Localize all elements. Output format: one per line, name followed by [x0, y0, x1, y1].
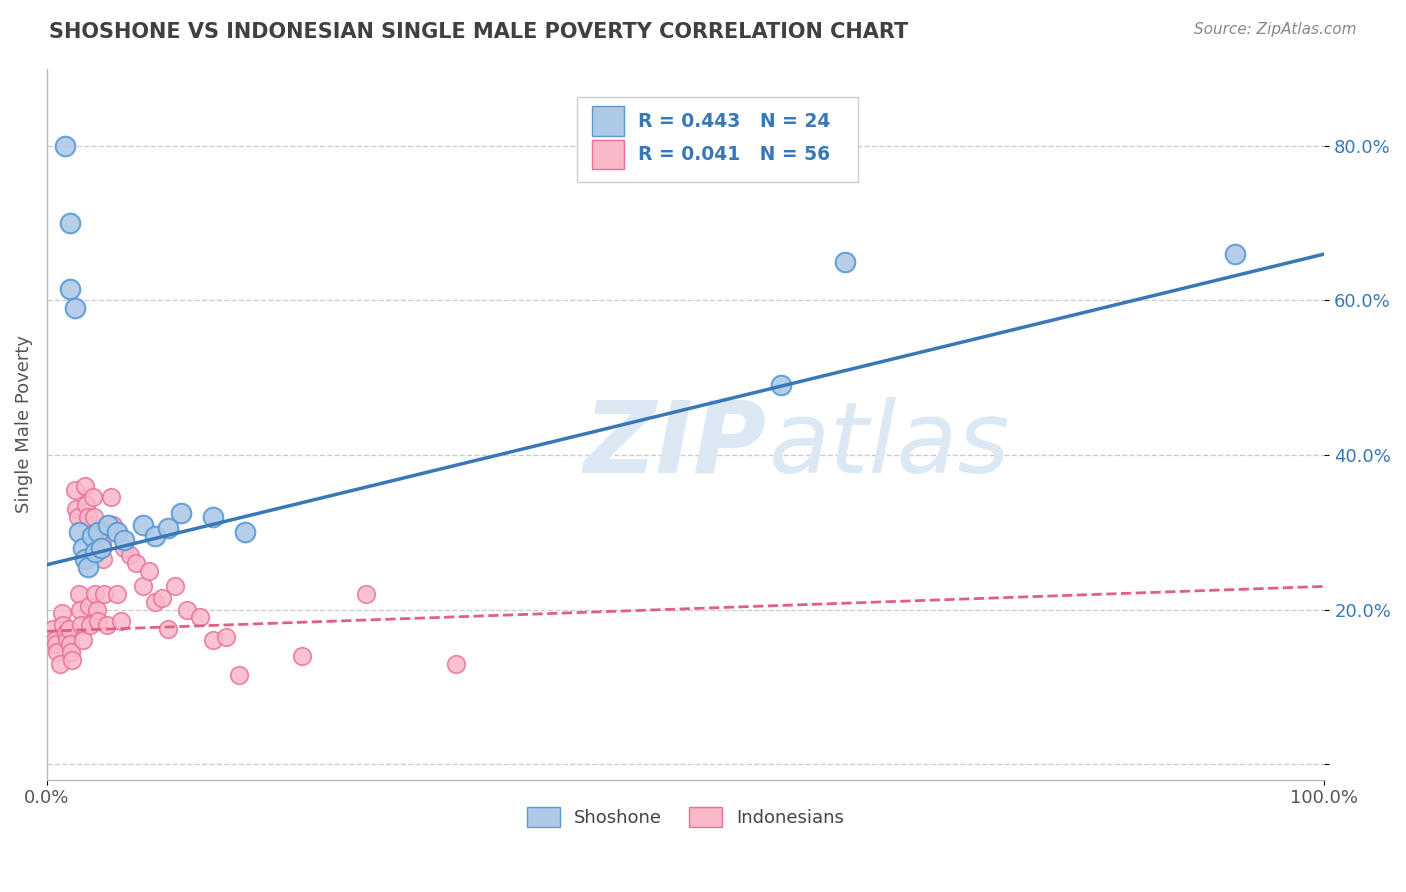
Point [163, 579, 186, 593]
Point [444, 657, 467, 671]
Text: R = 0.443   N = 24: R = 0.443 N = 24 [638, 112, 831, 130]
Point [125, 556, 148, 570]
Point [97, 517, 120, 532]
Point [834, 254, 856, 268]
Point [110, 614, 132, 628]
Legend: Shoshone, Indonesians: Shoshone, Indonesians [520, 800, 851, 835]
Point [1223, 247, 1246, 261]
Point [69, 602, 91, 616]
Point [90, 537, 112, 551]
Point [72, 633, 94, 648]
Point [46, 645, 69, 659]
Point [215, 630, 238, 644]
Point [56, 633, 79, 648]
Point [83, 509, 105, 524]
Point [118, 549, 141, 563]
Point [59, 637, 82, 651]
Point [62, 653, 84, 667]
Point [63, 483, 86, 497]
Point [103, 517, 125, 532]
Point [201, 509, 224, 524]
Point [90, 525, 112, 540]
Point [356, 587, 378, 601]
Point [51, 607, 73, 621]
Point [170, 506, 193, 520]
Point [44, 633, 66, 648]
Point [84, 587, 107, 601]
Point [59, 282, 82, 296]
Point [145, 595, 167, 609]
Point [84, 544, 107, 558]
Point [45, 637, 67, 651]
Point [105, 525, 128, 540]
Point [157, 622, 180, 636]
Point [76, 509, 98, 524]
Point [65, 502, 87, 516]
Point [131, 517, 153, 532]
Point [48, 657, 70, 671]
Point [87, 614, 110, 628]
Point [138, 564, 160, 578]
Point [201, 633, 224, 648]
Point [150, 591, 173, 605]
Point [60, 645, 83, 659]
Point [770, 378, 793, 392]
Text: Source: ZipAtlas.com: Source: ZipAtlas.com [1194, 22, 1357, 37]
Point [91, 552, 114, 566]
Point [42, 622, 65, 636]
Point [86, 602, 108, 616]
Point [80, 529, 103, 543]
Y-axis label: Single Male Poverty: Single Male Poverty [15, 335, 32, 513]
Point [233, 525, 256, 540]
Point [131, 579, 153, 593]
Point [67, 587, 90, 601]
Point [188, 610, 211, 624]
Point [176, 602, 198, 616]
Point [77, 599, 100, 613]
Point [93, 587, 115, 601]
Point [66, 509, 89, 524]
Point [100, 491, 122, 505]
Point [55, 625, 77, 640]
Point [75, 552, 97, 566]
Point [72, 541, 94, 555]
Point [53, 138, 76, 153]
Point [145, 529, 167, 543]
Bar [592, 140, 624, 169]
Text: atlas: atlas [769, 397, 1011, 494]
Point [79, 618, 101, 632]
Point [157, 521, 180, 535]
Point [52, 618, 75, 632]
Point [105, 587, 128, 601]
FancyBboxPatch shape [576, 97, 858, 182]
Text: R = 0.041   N = 56: R = 0.041 N = 56 [638, 145, 831, 164]
Bar [592, 106, 624, 136]
Point [96, 618, 118, 632]
Text: ZIP: ZIP [583, 397, 766, 494]
Point [59, 216, 82, 230]
Point [228, 668, 250, 682]
Text: SHOSHONE VS INDONESIAN SINGLE MALE POVERTY CORRELATION CHART: SHOSHONE VS INDONESIAN SINGLE MALE POVER… [49, 22, 908, 42]
Point [76, 498, 98, 512]
Point [87, 525, 110, 540]
Point [76, 560, 98, 574]
Point [291, 648, 314, 663]
Point [90, 541, 112, 555]
Point [82, 491, 104, 505]
Point [67, 525, 90, 540]
Point [112, 541, 135, 555]
Point [63, 301, 86, 315]
Point [75, 479, 97, 493]
Point [58, 622, 80, 636]
Point [112, 533, 135, 547]
Point [70, 618, 93, 632]
